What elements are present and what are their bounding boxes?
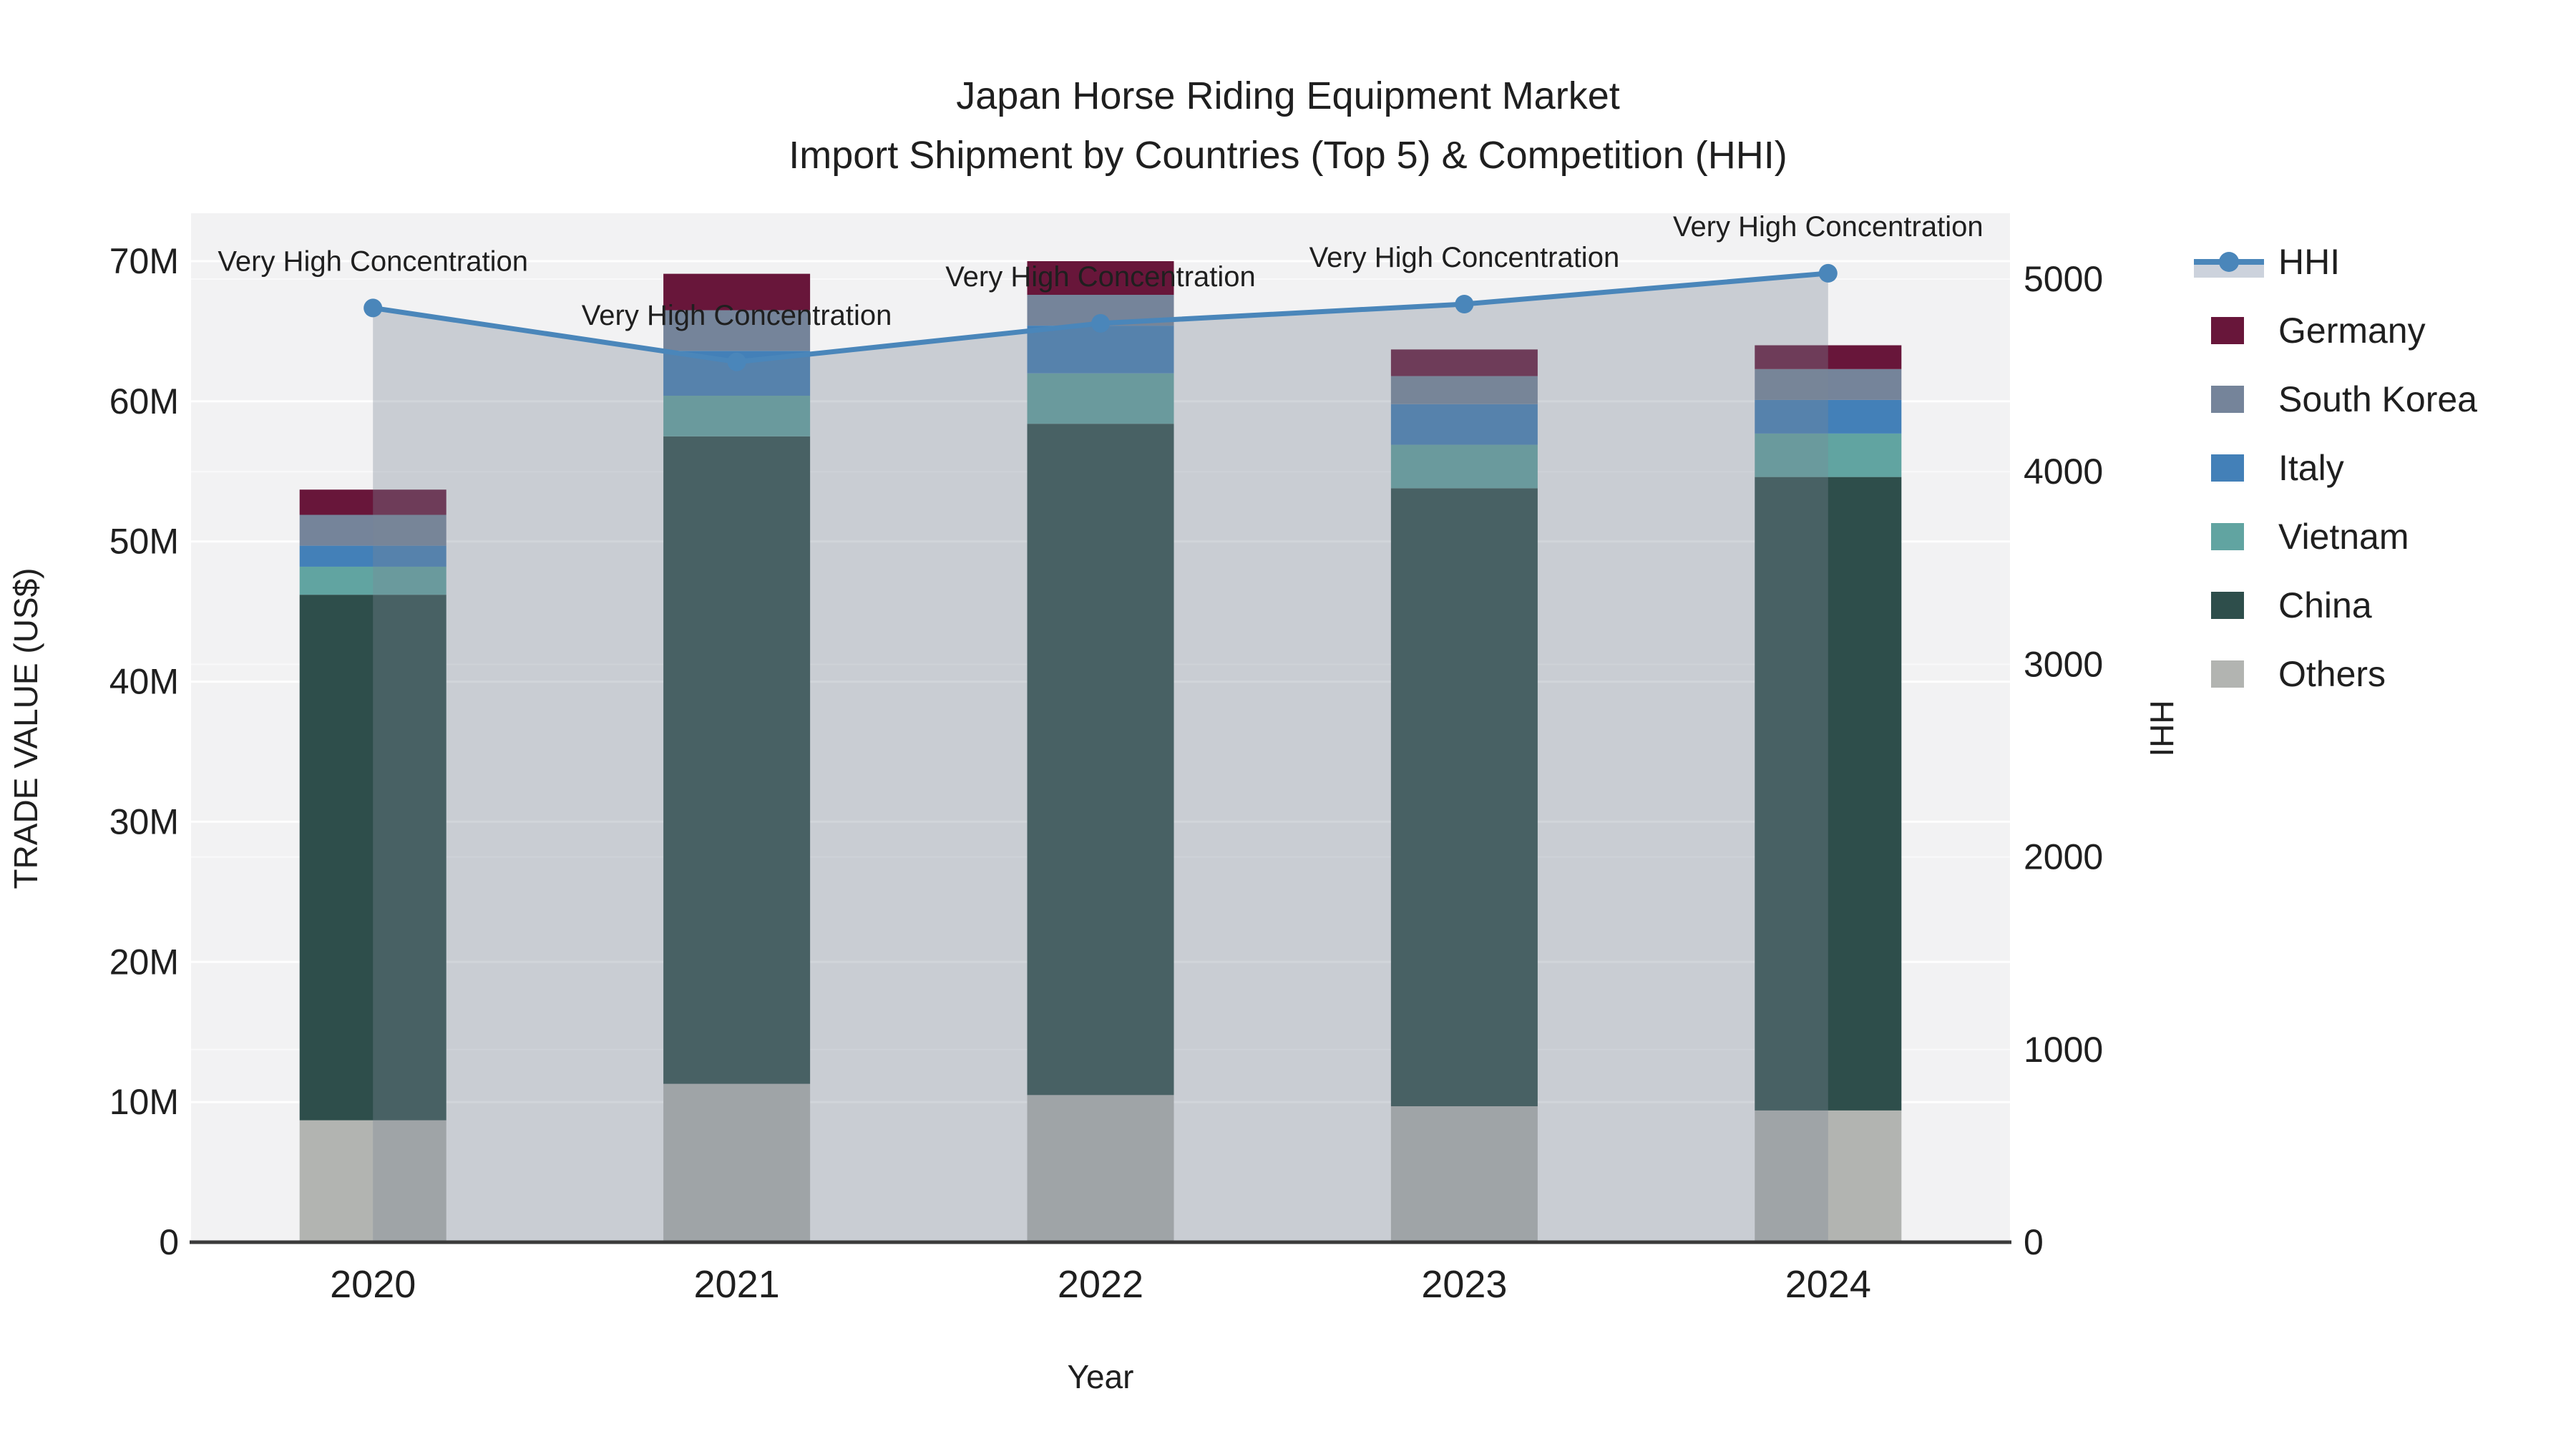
legend-item-germany[interactable]: Germany [2211, 311, 2426, 351]
chart-title-line2: Import Shipment by Countries (Top 5) & C… [789, 134, 1787, 177]
legend-label-others: Others [2278, 654, 2386, 694]
legend-item-vietnam[interactable]: Vietnam [2211, 517, 2409, 557]
bar-segment-germany-2021[interactable] [663, 273, 811, 311]
y-left-tick-10M: 10M [109, 1082, 179, 1122]
bar-segment-south-korea-2024[interactable] [1755, 369, 1902, 400]
annotation-2022: Very High Concentration [945, 261, 1256, 293]
bar-segment-vietnam-2023[interactable] [1390, 444, 1538, 489]
bar-segment-germany-2023[interactable] [1390, 349, 1538, 376]
y-right-tick-2000: 2000 [2024, 837, 2103, 877]
x-tick-2023: 2023 [1421, 1263, 1507, 1306]
legend-item-china[interactable]: China [2211, 585, 2372, 625]
legend-item-hhi[interactable]: HHI [2194, 242, 2340, 282]
bar-segment-germany-2022[interactable] [1027, 261, 1174, 296]
x-tick-2022: 2022 [1058, 1263, 1143, 1306]
y-right-tick-0: 0 [2024, 1222, 2044, 1262]
hhi-point-2021[interactable] [727, 352, 746, 371]
annotation-2020: Very High Concentration [218, 245, 528, 277]
hhi-point-2020[interactable] [364, 298, 383, 318]
legend-swatch-china [2211, 592, 2244, 619]
bar-segment-others-2023[interactable] [1390, 1106, 1538, 1242]
bar-segment-italy-2020[interactable] [299, 545, 447, 567]
legend-label-hhi: HHI [2278, 242, 2340, 282]
y-left-tick-40M: 40M [109, 662, 179, 702]
hhi-point-2024[interactable] [1818, 263, 1838, 283]
bar-segment-vietnam-2020[interactable] [299, 566, 447, 595]
y-left-tick-0: 0 [159, 1222, 179, 1262]
legend-label-china: China [2278, 585, 2372, 625]
legend-item-others[interactable]: Others [2211, 654, 2386, 694]
bar-segment-germany-2020[interactable] [299, 489, 447, 515]
annotation-2024: Very High Concentration [1673, 211, 1984, 243]
bar-segment-italy-2022[interactable] [1027, 326, 1174, 374]
bar-segment-china-2022[interactable] [1027, 424, 1174, 1096]
legend-label-germany: Germany [2278, 311, 2426, 351]
bar-segment-china-2021[interactable] [663, 436, 811, 1084]
x-tick-2020: 2020 [330, 1263, 416, 1306]
legend-label-south-korea: South Korea [2278, 379, 2477, 419]
x-tick-2021: 2021 [694, 1263, 780, 1306]
bar-segment-italy-2024[interactable] [1755, 399, 1902, 434]
y-axis-right-title: HHI [2143, 700, 2180, 756]
legend-item-italy[interactable]: Italy [2211, 448, 2344, 488]
legend-swatch-italy [2211, 454, 2244, 482]
annotation-2023: Very High Concentration [1309, 242, 1620, 273]
y-right-tick-5000: 5000 [2024, 259, 2103, 299]
bar-segment-italy-2023[interactable] [1390, 404, 1538, 445]
bar-segment-others-2020[interactable] [299, 1120, 447, 1242]
legend-label-vietnam: Vietnam [2278, 517, 2409, 557]
hhi-point-2023[interactable] [1455, 294, 1474, 313]
chart-title-line1: Japan Horse Riding Equipment Market [956, 74, 1619, 117]
legend-hhi-marker [2219, 252, 2239, 272]
y-left-tick-20M: 20M [109, 942, 179, 982]
bar-segment-germany-2024[interactable] [1755, 345, 1902, 369]
y-axis-left-title: TRADE VALUE (US$) [7, 567, 44, 889]
y-right-tick-4000: 4000 [2024, 452, 2103, 492]
hhi-area-fill [373, 273, 1828, 1242]
legend-swatch-germany [2211, 317, 2244, 344]
y-left-tick-60M: 60M [109, 381, 179, 421]
y-right-tick-1000: 1000 [2024, 1030, 2103, 1070]
bar-segment-south-korea-2020[interactable] [299, 514, 447, 546]
x-axis-title: Year [1068, 1358, 1134, 1395]
annotation-2021: Very High Concentration [582, 300, 892, 331]
y-right-tick-3000: 3000 [2024, 644, 2103, 684]
legend-swatch-others [2211, 660, 2244, 688]
bar-segment-south-korea-2021[interactable] [663, 310, 811, 351]
legend-label-italy: Italy [2278, 448, 2344, 488]
bar-segment-vietnam-2024[interactable] [1755, 433, 1902, 477]
bar-segment-china-2023[interactable] [1390, 488, 1538, 1107]
hhi-point-2022[interactable] [1091, 313, 1110, 333]
y-left-tick-70M: 70M [109, 241, 179, 281]
x-tick-2024: 2024 [1785, 1263, 1871, 1306]
bar-segment-others-2024[interactable] [1755, 1110, 1902, 1242]
bar-segment-vietnam-2022[interactable] [1027, 373, 1174, 424]
bar-segment-south-korea-2023[interactable] [1390, 376, 1538, 404]
bar-segment-china-2020[interactable] [299, 595, 447, 1121]
y-left-tick-50M: 50M [109, 522, 179, 562]
y-left-tick-30M: 30M [109, 801, 179, 841]
bar-segment-china-2024[interactable] [1755, 477, 1902, 1111]
legend-swatch-vietnam [2211, 523, 2244, 550]
legend-item-south-korea[interactable]: South Korea [2211, 379, 2477, 419]
bar-segment-others-2022[interactable] [1027, 1095, 1174, 1242]
legend-swatch-south-korea [2211, 386, 2244, 413]
bar-segment-vietnam-2021[interactable] [663, 396, 811, 436]
bar-segment-others-2021[interactable] [663, 1083, 811, 1242]
